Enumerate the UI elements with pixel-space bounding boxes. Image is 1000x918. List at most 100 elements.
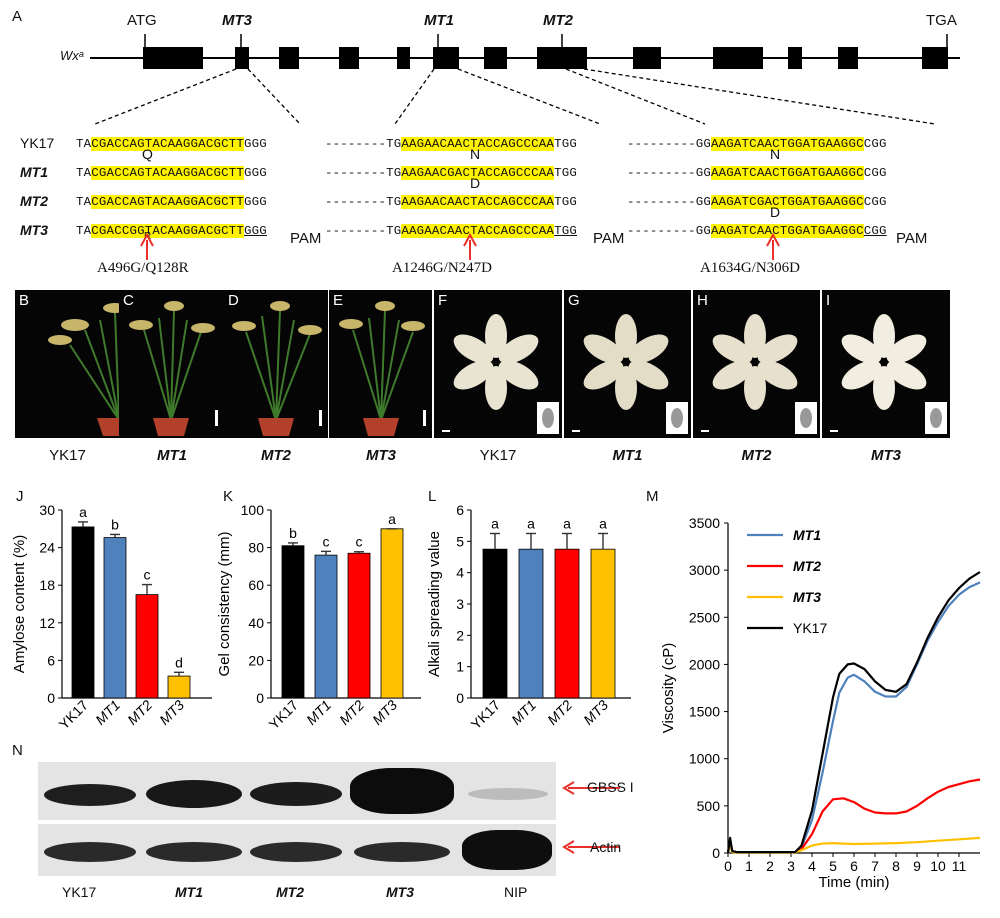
panel-label-a: A <box>12 8 23 25</box>
bar <box>347 552 371 699</box>
lane-label-yk17: YK17 <box>62 884 97 900</box>
band-gbss-mt2 <box>250 782 342 806</box>
y-axis-label: Amylose content (%) <box>11 535 28 673</box>
grain-caption-mt2: MT2 <box>741 447 772 464</box>
grain-rosette-mt2 <box>701 314 817 434</box>
plant-caption-mt1: MT1 <box>157 447 187 464</box>
y-tick-label: 4 <box>456 565 464 581</box>
y-tick-label: 2500 <box>689 609 720 625</box>
x-tick-label: 8 <box>892 858 900 874</box>
significance-letter: a <box>527 516 535 532</box>
y-tick-label: 500 <box>697 798 721 814</box>
panel-label-g: G <box>568 292 580 309</box>
plant-photo-mt3: E <box>329 290 432 438</box>
grain-caption-yk17: YK17 <box>479 447 517 464</box>
x-tick-label: MT1 <box>92 697 123 728</box>
bar <box>380 528 404 699</box>
band-gbss-nip <box>468 788 548 800</box>
band-gbss-mt3 <box>350 768 454 814</box>
band-actin-mt1 <box>146 842 242 862</box>
pam-label-1: PAM <box>290 230 322 247</box>
plant-mt1-drawing <box>129 301 218 436</box>
series-line <box>726 836 981 854</box>
significance-letter: b <box>289 525 297 541</box>
seq-segment: ---------GGAAGATCAACTGGATGAAGGCCGG <box>627 137 887 151</box>
exon-13 <box>922 47 948 69</box>
lane-label-mt3: MT3 <box>386 884 414 900</box>
significance-letter: c <box>144 567 151 583</box>
legend-label: MT3 <box>793 589 821 605</box>
y-tick-label: 6 <box>47 652 55 668</box>
x-tick-label: MT2 <box>336 697 367 728</box>
panel-label-h: H <box>697 292 708 309</box>
x-tick-label: 1 <box>745 858 753 874</box>
mutation-label-3: A1634G/N306D <box>700 260 800 276</box>
significance-letter: a <box>599 516 607 532</box>
y-tick-label: 40 <box>248 615 264 631</box>
panel-label-n: N <box>12 742 23 759</box>
aa-n-247: N <box>470 146 481 162</box>
series-line <box>726 571 981 854</box>
y-tick-label: 5 <box>456 533 464 549</box>
gbss-label: GBSS I <box>587 779 634 795</box>
x-tick-label: 9 <box>913 858 921 874</box>
x-tick-label: YK17 <box>468 697 504 733</box>
significance-letter: c <box>323 533 330 549</box>
series-line <box>726 778 981 854</box>
zoom-dashes <box>94 68 936 125</box>
x-tick-label: MT1 <box>508 697 539 728</box>
mt1-site-label: MT1 <box>424 12 454 29</box>
y-tick-label: 0 <box>456 690 464 706</box>
bar <box>314 554 338 699</box>
x-tick-label: 10 <box>930 858 946 874</box>
y-tick-label: 0 <box>712 845 720 861</box>
actin-label: Actin <box>590 839 622 855</box>
aa-d-247: D <box>470 175 481 191</box>
aa-d-306: D <box>770 204 781 220</box>
x-tick-label: 11 <box>952 858 967 874</box>
y-tick-label: 80 <box>248 540 264 556</box>
y-tick-label: 100 <box>241 502 265 518</box>
y-tick-label: 3500 <box>689 515 720 531</box>
y-tick-label: 1500 <box>689 704 720 720</box>
y-tick-label: 1000 <box>689 751 720 767</box>
lane-label-mt1: MT1 <box>175 884 203 900</box>
band-gbss-yk17 <box>44 784 136 806</box>
plant-caption-mt2: MT2 <box>261 447 291 464</box>
bar <box>518 548 544 699</box>
significance-letter: b <box>111 516 119 532</box>
lane-label-mt2: MT2 <box>276 884 304 900</box>
grain-rosette-yk17 <box>442 314 559 434</box>
significance-letter: d <box>175 654 183 670</box>
x-tick-label: 2 <box>766 858 774 874</box>
exon-10 <box>713 47 763 69</box>
y-axis-label: Gel consistency (mm) <box>216 531 233 676</box>
seq-segment: TACGACCGGTACAAGGACGCTTGGG <box>76 224 267 238</box>
exon-9 <box>633 47 661 69</box>
y-tick-label: 3000 <box>689 562 720 578</box>
y-tick-label: 20 <box>248 652 264 668</box>
panel-label-d: D <box>228 292 239 309</box>
y-tick-label: 0 <box>47 690 55 706</box>
mutation-label-1: A496G/Q128R <box>97 260 189 276</box>
y-tick-label: 60 <box>248 577 264 593</box>
seq-row-label: MT3 <box>20 222 48 238</box>
plant-photo-mt2: D <box>224 290 328 438</box>
x-tick-label: 4 <box>808 858 816 874</box>
bar <box>281 545 305 699</box>
band-actin-mt2 <box>250 842 342 862</box>
pam-label-2: PAM <box>593 230 625 247</box>
aa-n-306: N <box>770 146 781 162</box>
y-tick-label: 3 <box>456 596 464 612</box>
blot-arrows <box>562 781 620 854</box>
grain-photo-mt1: G <box>564 290 691 438</box>
aa-q: Q <box>142 146 153 162</box>
x-tick-label: 6 <box>850 858 858 874</box>
legend-label: YK17 <box>793 620 827 636</box>
panel-label-k: K <box>223 488 234 505</box>
x-tick-label: MT2 <box>124 697 155 728</box>
plant-caption-mt3: MT3 <box>366 447 396 464</box>
atg-label: ATG <box>127 12 157 29</box>
grain-photo-yk17: F <box>434 290 562 438</box>
panel-label-e: E <box>333 292 344 309</box>
